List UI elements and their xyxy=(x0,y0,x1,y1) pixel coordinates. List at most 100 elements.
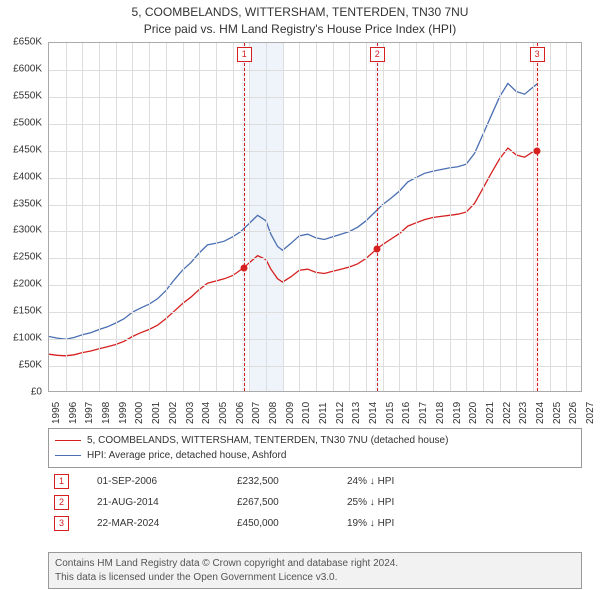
gridline-v xyxy=(99,43,100,391)
gridline-v xyxy=(533,43,534,391)
x-tick-label: 2010 xyxy=(301,402,312,424)
gridline-v xyxy=(233,43,234,391)
gridline-h xyxy=(49,124,581,125)
plot-wrap: 123 £0£50K£100K£150K£200K£250K£300K£350K… xyxy=(48,42,582,392)
event-vline xyxy=(537,43,538,391)
x-tick-label: 2012 xyxy=(335,402,346,424)
y-tick-label: £250K xyxy=(0,252,42,263)
event-row: 101-SEP-2006£232,50024% ↓ HPI xyxy=(54,474,576,489)
legend-item: HPI: Average price, detached house, Ashf… xyxy=(55,448,575,463)
x-tick-label: 1995 xyxy=(51,402,62,424)
event-row-price: £232,500 xyxy=(237,476,347,487)
event-row-diff: 19% ↓ HPI xyxy=(347,518,457,529)
y-tick-label: £350K xyxy=(0,198,42,209)
gridline-v xyxy=(199,43,200,391)
x-tick-label: 2005 xyxy=(218,402,229,424)
gridline-v xyxy=(283,43,284,391)
gridline-h xyxy=(49,339,581,340)
x-tick-label: 2013 xyxy=(351,402,362,424)
gridline-v xyxy=(149,43,150,391)
x-tick-label: 2015 xyxy=(385,402,396,424)
x-tick-label: 2023 xyxy=(518,402,529,424)
event-row: 221-AUG-2014£267,50025% ↓ HPI xyxy=(54,495,576,510)
y-tick-label: £450K xyxy=(0,144,42,155)
attribution-line-1: Contains HM Land Registry data © Crown c… xyxy=(55,557,575,571)
gridline-h xyxy=(49,231,581,232)
event-vline xyxy=(244,43,245,391)
gridline-h xyxy=(49,97,581,98)
x-tick-label: 2016 xyxy=(401,402,412,424)
x-tick-label: 2024 xyxy=(535,402,546,424)
event-row-badge: 2 xyxy=(54,495,69,510)
gridline-v xyxy=(399,43,400,391)
event-badge: 2 xyxy=(370,47,385,62)
legend-label: HPI: Average price, detached house, Ashf… xyxy=(87,448,286,463)
y-tick-label: £0 xyxy=(0,387,42,398)
gridline-h xyxy=(49,178,581,179)
y-tick-label: £100K xyxy=(0,333,42,344)
event-row-date: 22-MAR-2024 xyxy=(97,518,237,529)
x-tick-label: 2026 xyxy=(568,402,579,424)
y-tick-label: £50K xyxy=(0,360,42,371)
gridline-h xyxy=(49,205,581,206)
x-tick-label: 1996 xyxy=(68,402,79,424)
gridline-v xyxy=(416,43,417,391)
gridline-v xyxy=(183,43,184,391)
gridline-v xyxy=(516,43,517,391)
series-property xyxy=(49,148,537,356)
x-tick-label: 2000 xyxy=(134,402,145,424)
gridline-h xyxy=(49,366,581,367)
event-badge: 1 xyxy=(237,47,252,62)
gridline-h xyxy=(49,70,581,71)
gridline-h xyxy=(49,285,581,286)
gridline-v xyxy=(66,43,67,391)
event-row-diff: 24% ↓ HPI xyxy=(347,476,457,487)
title-line-2: Price paid vs. HM Land Registry's House … xyxy=(0,21,600,38)
events-table: 101-SEP-2006£232,50024% ↓ HPI 2 21-AUG-201… xyxy=(48,468,582,541)
legend-swatch xyxy=(55,455,81,456)
legend-item: 5, COOMBELANDS, WITTERSHAM, TENTERDEN, T… xyxy=(55,433,575,448)
event-row-date: 21-AUG-2014 xyxy=(97,497,237,508)
x-tick-label: 2022 xyxy=(502,402,513,424)
gridline-v xyxy=(249,43,250,391)
gridline-v xyxy=(333,43,334,391)
event-row: 3 22-MAR-2024£450,00019% ↓ HPI xyxy=(54,516,576,531)
event-row-badge: 3 xyxy=(54,516,69,531)
x-tick-label: 2007 xyxy=(251,402,262,424)
title-line-1: 5, COOMBELANDS, WITTERSHAM, TENTERDEN, T… xyxy=(0,4,600,21)
gridline-v xyxy=(500,43,501,391)
y-tick-label: £150K xyxy=(0,306,42,317)
event-vline xyxy=(377,43,378,391)
event-row-price: £450,000 xyxy=(237,518,347,529)
x-tick-label: 2009 xyxy=(285,402,296,424)
x-tick-label: 1998 xyxy=(101,402,112,424)
gridline-v xyxy=(132,43,133,391)
x-tick-label: 2014 xyxy=(368,402,379,424)
gridline-v xyxy=(566,43,567,391)
gridline-v xyxy=(466,43,467,391)
event-badge: 3 xyxy=(530,47,545,62)
y-tick-label: £550K xyxy=(0,90,42,101)
y-tick-label: £650K xyxy=(0,37,42,48)
x-tick-label: 2003 xyxy=(185,402,196,424)
sale-marker xyxy=(373,245,380,252)
plot-area: 1 2 3 xyxy=(48,42,582,392)
x-tick-label: 2008 xyxy=(268,402,279,424)
event-row-diff: 25% ↓ HPI xyxy=(347,497,457,508)
gridline-v xyxy=(266,43,267,391)
attribution-line-2: This data is licensed under the Open Gov… xyxy=(55,571,575,585)
x-tick-label: 2004 xyxy=(201,402,212,424)
y-tick-label: £300K xyxy=(0,225,42,236)
event-row-badge: 1 xyxy=(54,474,69,489)
x-tick-label: 2020 xyxy=(468,402,479,424)
x-tick-label: 2006 xyxy=(235,402,246,424)
x-tick-label: 1997 xyxy=(84,402,95,424)
legend: 5, COOMBELANDS, WITTERSHAM, TENTERDEN, T… xyxy=(48,428,582,468)
chart-container: { "title_line1": "5, COOMBELANDS, WITTER… xyxy=(0,0,600,590)
gridline-v xyxy=(383,43,384,391)
gridline-v xyxy=(216,43,217,391)
chart-title: 5, COOMBELANDS, WITTERSHAM, TENTERDEN, T… xyxy=(0,0,600,38)
gridline-h xyxy=(49,151,581,152)
gridline-v xyxy=(349,43,350,391)
y-tick-label: £600K xyxy=(0,63,42,74)
